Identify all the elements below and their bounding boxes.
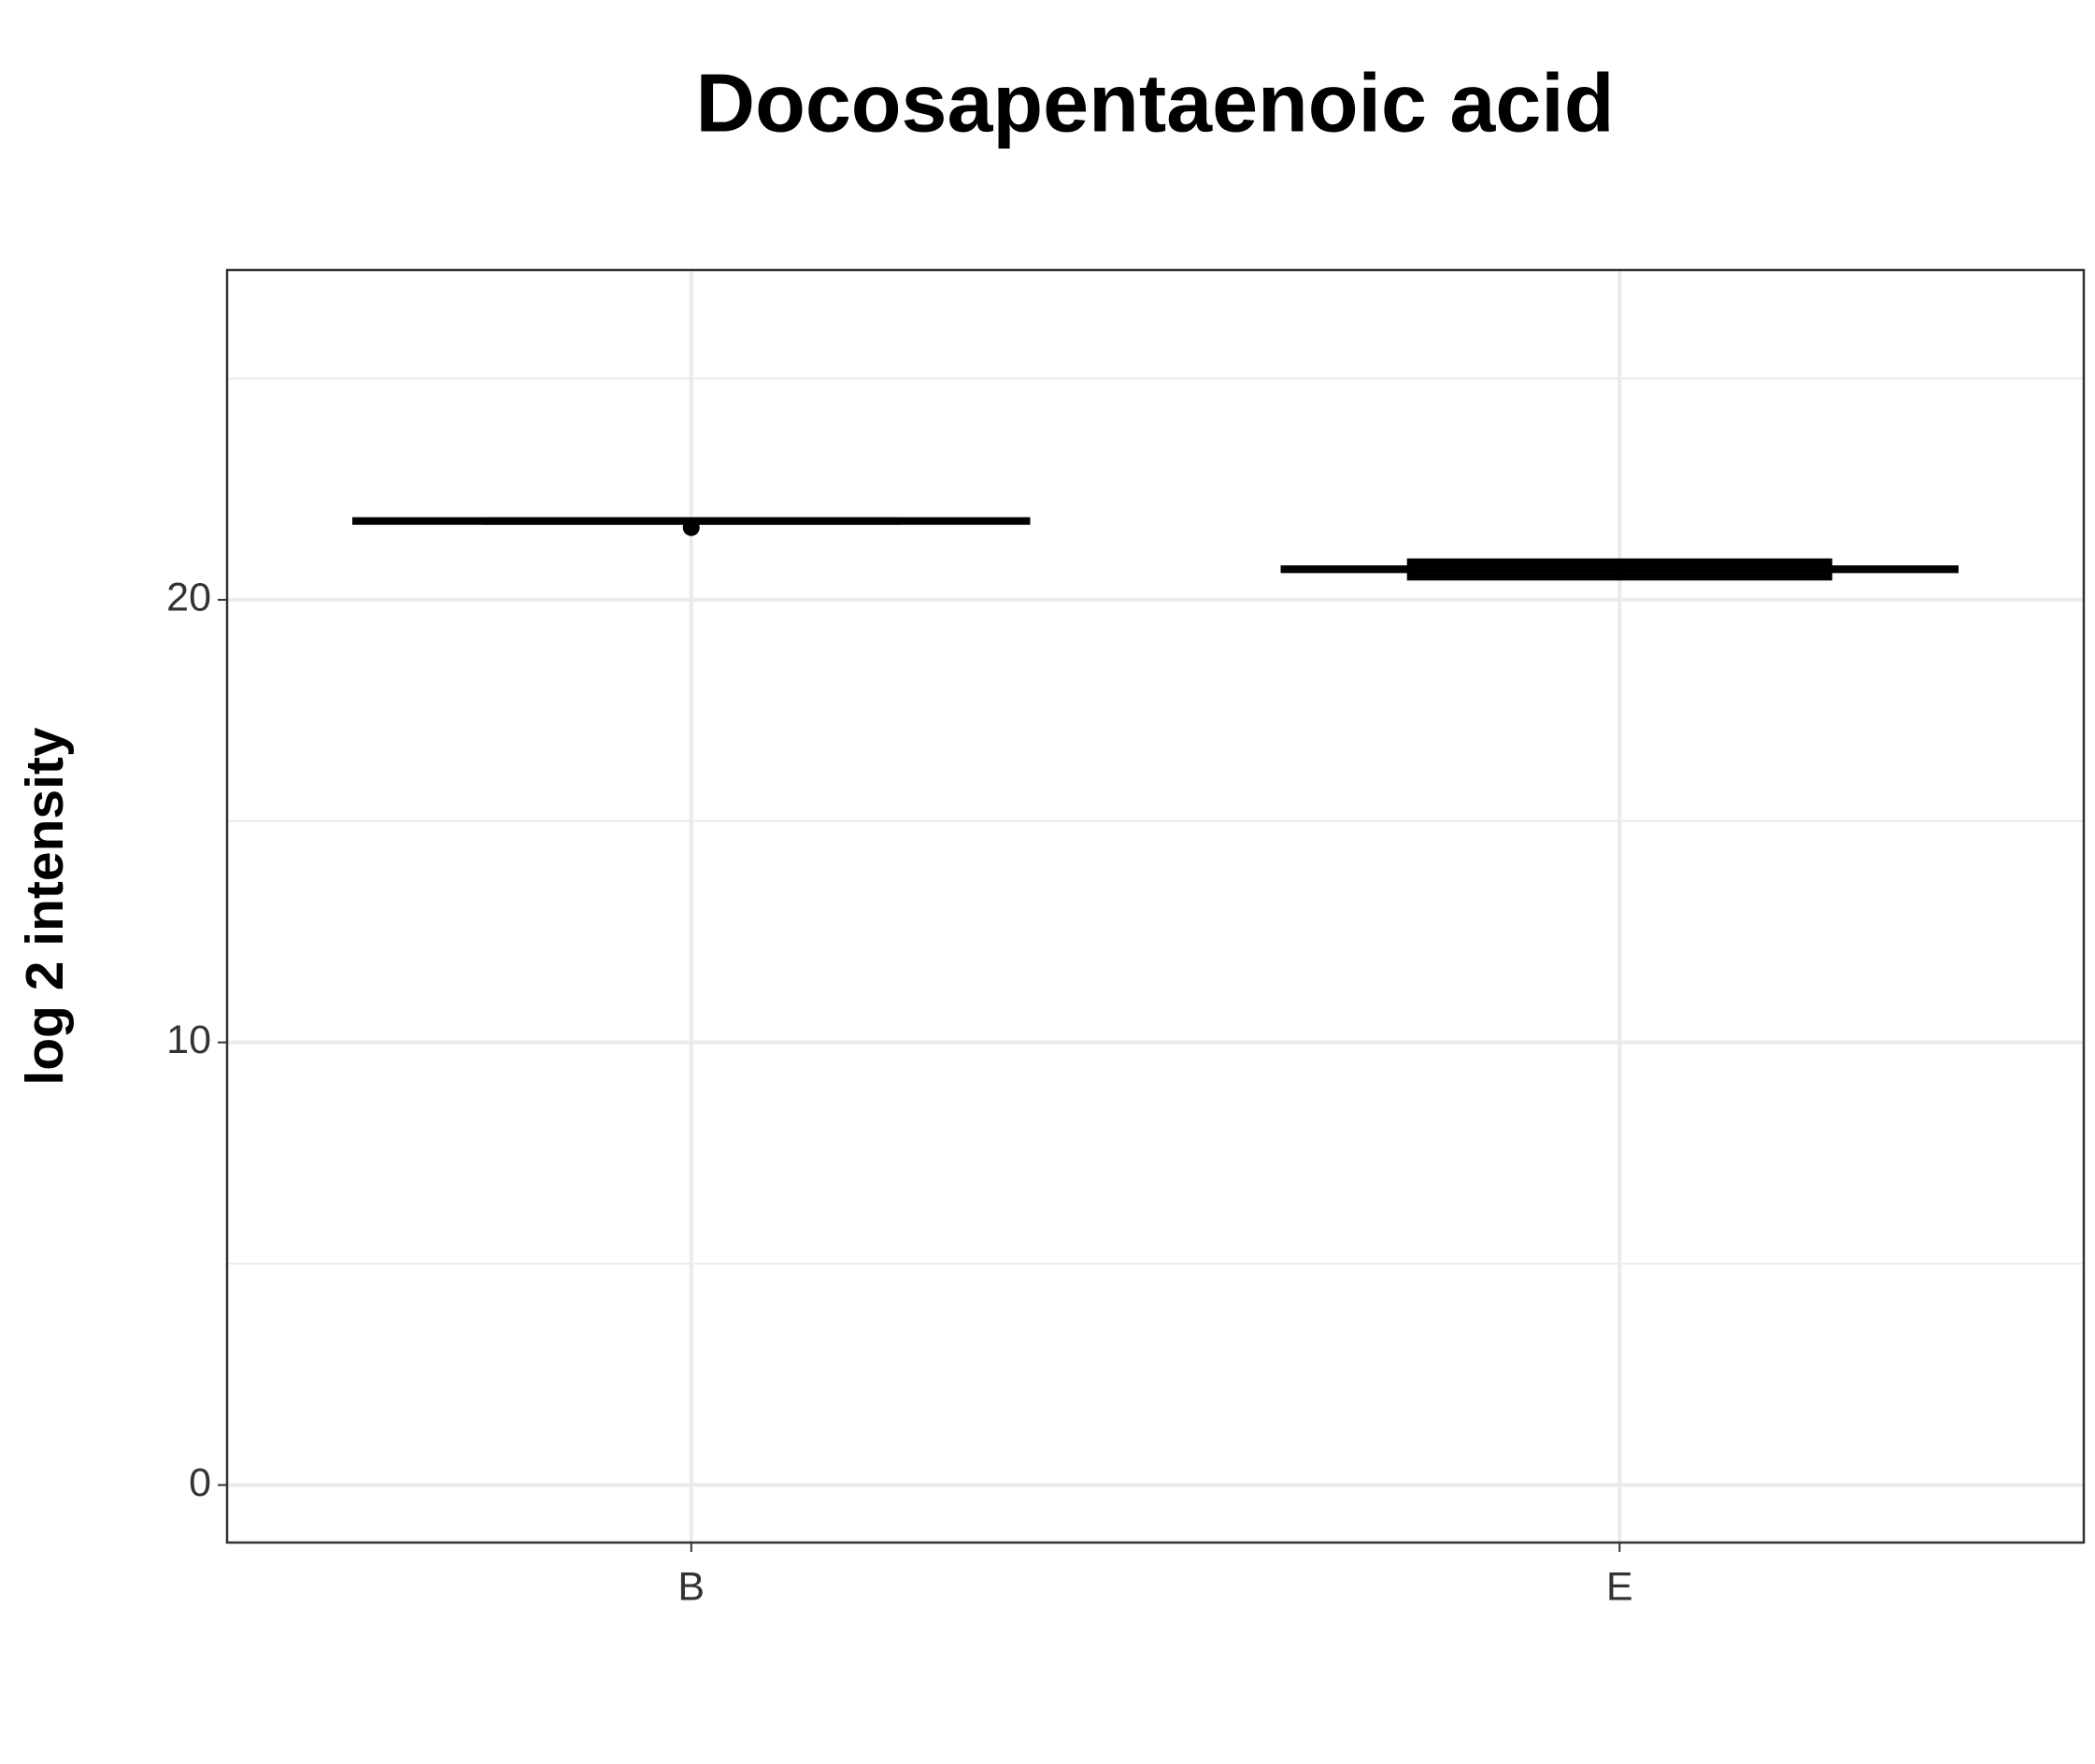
y-tick-label: 0 [189,1460,211,1505]
x-tick-label: B [677,1564,705,1609]
panel-border [225,268,2086,1544]
chart-title: Docosapentaenoic acid [696,56,1615,149]
y-tick-label: 10 [166,1017,211,1062]
y-tick-label: 20 [166,575,211,619]
point [682,519,700,536]
x-tick-label: E [1606,1564,1633,1609]
y-axis-title: log 2 intensity [15,727,75,1086]
